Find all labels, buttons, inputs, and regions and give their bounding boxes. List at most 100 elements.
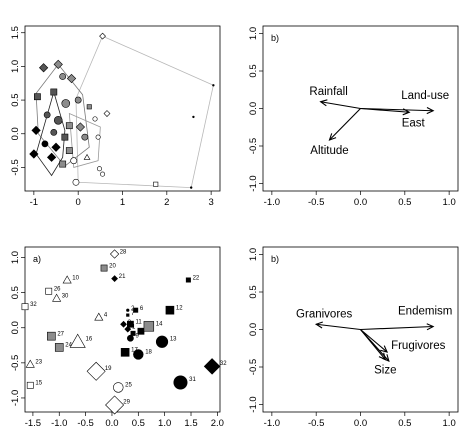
- point-label: 17: [131, 348, 138, 354]
- scatter-point: [29, 149, 39, 159]
- scatter-point: [21, 303, 29, 311]
- x-tick-label: 0.0: [105, 418, 118, 429]
- scatter-point: [25, 359, 35, 368]
- scatter-point: [155, 335, 169, 348]
- scatter-point: [62, 275, 72, 284]
- y-tick-label: -1.0: [248, 175, 259, 191]
- y-tick-label: 0.5: [248, 64, 259, 77]
- point-label: 4: [104, 313, 108, 319]
- scatter-point: [34, 93, 41, 101]
- x-tick-label: 3: [208, 197, 213, 208]
- loading-vector: [360, 107, 434, 112]
- scatter-point: [50, 88, 58, 96]
- scatter-point: [74, 96, 82, 104]
- point-label: 22: [193, 276, 200, 282]
- y-tick-label: 1.0: [10, 251, 21, 264]
- scatter-point: [72, 178, 80, 186]
- point-label: 2: [131, 306, 135, 312]
- y-tick-label: -1.0: [248, 396, 259, 412]
- vector-arrowhead: [380, 345, 389, 353]
- scatter-point: [100, 264, 108, 272]
- x-tick-label: -1.0: [264, 197, 280, 208]
- scatter-point: [86, 361, 106, 381]
- point-label: 20: [109, 263, 116, 269]
- scatter-point: [83, 153, 91, 160]
- point-label: 9: [136, 334, 140, 340]
- vector-label: Altitude: [310, 145, 348, 157]
- scatter-point: [120, 320, 127, 328]
- point-label: 32: [220, 361, 227, 367]
- y-tick-label: 1.0: [248, 248, 259, 261]
- x-tick-label: -1.5: [25, 418, 41, 429]
- vector-label: Land-use: [401, 90, 449, 102]
- loading-vector: [320, 101, 361, 110]
- point-label: 18: [145, 349, 152, 355]
- scatter-point: [54, 343, 64, 352]
- y-tick-label: 0.5: [10, 286, 21, 299]
- scatter-point: [41, 140, 49, 148]
- y-tick-label: -1.0: [10, 390, 21, 406]
- scatter-point: [53, 115, 63, 125]
- x-tick-label: -1.0: [264, 418, 280, 429]
- scatter-point: [47, 331, 56, 341]
- scatter-point: [53, 59, 63, 69]
- y-tick-label: 0.0: [248, 323, 259, 336]
- point-label: 21: [119, 274, 126, 280]
- x-tick-label: 1.0: [443, 418, 456, 429]
- x-tick-label: 0: [76, 197, 81, 208]
- vector-label: Rainfall: [309, 86, 347, 98]
- scatter-point: [189, 186, 193, 189]
- point-label: 12: [176, 305, 183, 311]
- panel-bottom-right-vectors: -1.0 -0.5 0.0 0.5 1.0 -1.0 -0.5 0.0 0.5 1.0 b) Gran…: [248, 246, 459, 429]
- y-tick-label: 1.0: [248, 27, 259, 40]
- y-tick-label: 0.0: [10, 127, 21, 140]
- plot-frame: [24, 246, 221, 413]
- scatter-point: [95, 134, 101, 140]
- scatter-point: [100, 171, 106, 177]
- panel-top-left-scatter: -1 0 1 2 3 -0.5 0.0 0.5 1.0 1.5: [10, 25, 221, 208]
- x-tick-label: 1.5: [184, 418, 197, 429]
- point-label: 13: [170, 337, 177, 343]
- scatter-point: [212, 84, 215, 87]
- point-label: 1: [132, 325, 136, 331]
- point-label: 29: [123, 400, 130, 406]
- scatter-point: [75, 122, 86, 132]
- vector-arrowhead: [402, 108, 411, 116]
- scatter-point: [124, 325, 132, 333]
- scatter-point: [51, 142, 61, 152]
- scatter-point: [153, 181, 159, 187]
- scatter-point: [173, 375, 188, 390]
- point-label: 7: [131, 311, 135, 317]
- y-tick-label: 0.0: [248, 102, 259, 115]
- point-label: 26: [54, 287, 61, 293]
- vector-label: Endemism: [398, 306, 452, 318]
- vector-label: Granivores: [296, 308, 352, 320]
- point-label: 19: [105, 366, 112, 372]
- x-tick-label: -0.5: [77, 418, 93, 429]
- y-tick-label: -0.5: [10, 159, 21, 175]
- group-hull: [35, 90, 66, 177]
- scatter-point: [105, 395, 125, 415]
- point-label: 10: [72, 275, 79, 281]
- scatter-point: [165, 305, 175, 315]
- vector-arrowhead: [426, 323, 435, 331]
- scatter-point: [31, 125, 41, 135]
- vector-arrowhead: [382, 354, 390, 362]
- point-label: 28: [120, 249, 127, 255]
- vector-label: Size: [374, 365, 396, 377]
- point-label: 27: [57, 331, 64, 337]
- x-tick-label: 1.0: [443, 197, 456, 208]
- scatter-point: [133, 307, 139, 313]
- scatter-point: [43, 111, 51, 119]
- scatter-point: [59, 160, 67, 168]
- point-label: 15: [35, 381, 42, 387]
- scatter-point: [127, 320, 134, 328]
- vector-label: East: [402, 117, 426, 129]
- x-tick-label: 2: [164, 197, 169, 208]
- scatter-point: [185, 277, 191, 283]
- scatter-point: [50, 129, 58, 136]
- y-tick-label: -0.5: [248, 359, 259, 375]
- x-tick-label: 1: [120, 197, 125, 208]
- loading-vector: [360, 325, 434, 331]
